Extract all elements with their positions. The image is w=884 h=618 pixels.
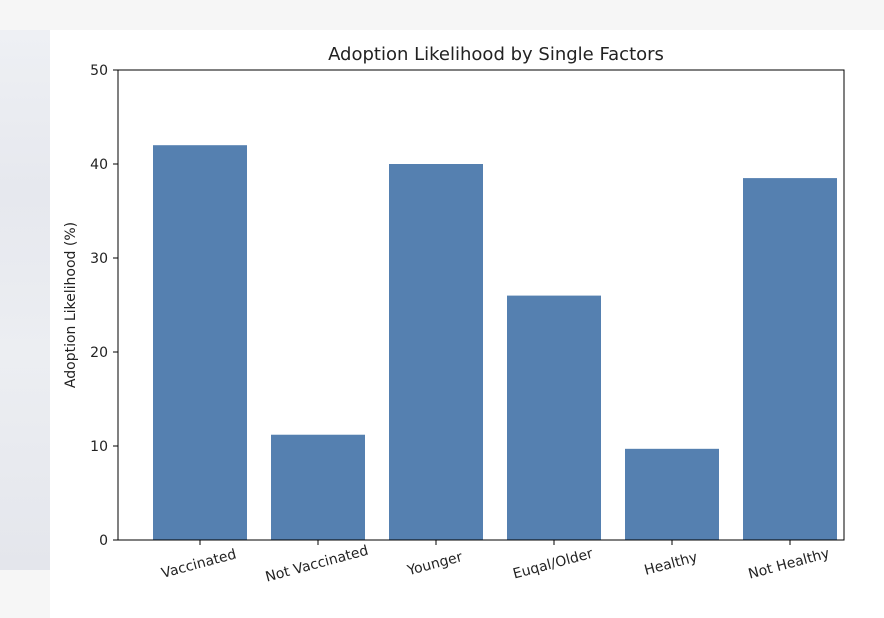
y-tick-label-10: 10 [90,439,108,455]
x-tick-label-younger: Younger [405,549,465,579]
bar-not-vaccinated [271,434,365,540]
y-tick-label-20: 20 [90,345,108,361]
x-axis-ticks: Vaccinated Not Vaccinated Younger Euqal/Old… [160,540,831,586]
bar-healthy [625,448,719,540]
y-tick-label-50: 50 [90,63,108,79]
y-axis-label: Adoption Likelihood (%) [63,222,79,388]
y-tick-label-40: 40 [90,157,108,173]
x-tick-label-not-healthy: Not Healthy [747,546,832,583]
bar-younger [389,164,483,540]
y-tick-label-30: 30 [90,251,108,267]
y-axis-ticks: 0 10 20 30 40 50 [90,63,118,549]
x-tick-label-not-vaccinated: Not Vaccinated [264,543,370,586]
bar-euqal-older [507,295,601,540]
x-tick-label-healthy: Healthy [643,549,700,578]
y-tick-label-0: 0 [99,533,108,549]
bar-not-healthy [743,178,837,540]
bars-group [153,145,837,540]
x-tick-label-euqal-older: Euqal/Older [511,546,595,583]
plot-frame [117,69,845,541]
chart-title: Adoption Likelihood by Single Factors [328,44,664,65]
x-tick-label-vaccinated: Vaccinated [160,546,238,581]
bar-vaccinated [153,145,247,540]
background-texture [0,30,52,570]
